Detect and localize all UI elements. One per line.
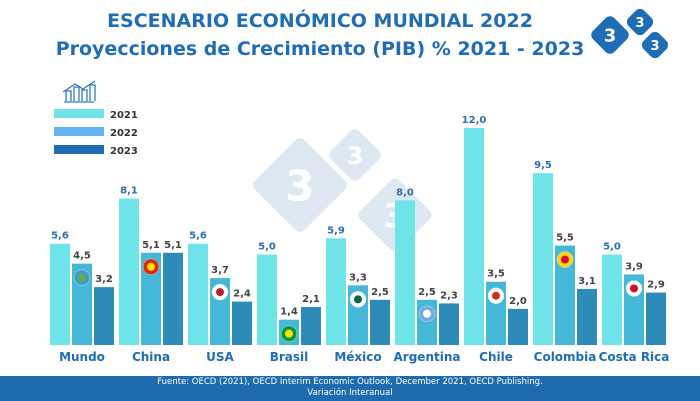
bar-Argentina-2023 (439, 303, 459, 345)
data-label: 4,5 (73, 251, 91, 262)
brazil-flag-icon-detail (285, 329, 293, 338)
china-flag-icon-detail (147, 262, 155, 271)
bar-Chile-2023 (508, 308, 528, 345)
bar-Brasil-2023 (301, 307, 321, 345)
mexico-flag-icon-detail (354, 295, 362, 304)
bar-chart: 3333332021202220235,64,53,2Mundo8,15,15,… (50, 8, 670, 364)
data-label: 2,5 (418, 287, 436, 298)
legend-label-2023: 2023 (110, 146, 138, 157)
x-tick-label: Costa Rica (599, 350, 670, 364)
bar-Colombia-2022 (555, 245, 575, 345)
x-tick-label: Chile (479, 350, 513, 364)
chile-flag-icon-detail (492, 291, 500, 300)
data-label: 12,0 (462, 115, 487, 126)
data-label: 5,5 (556, 233, 574, 244)
data-label: 5,1 (164, 240, 182, 251)
bar-Mundo-2021 (50, 243, 70, 345)
logo-diamond-digit: 3 (635, 16, 644, 31)
logo-diamond (626, 8, 654, 36)
footer-note: Variación Interanual (307, 388, 393, 398)
data-label: 5,9 (327, 225, 345, 236)
bar-Colombia-2023 (577, 288, 597, 345)
logo-diamond (591, 16, 629, 54)
data-label: 2,1 (302, 294, 320, 305)
logo-diamond (641, 31, 669, 59)
chart-growth-icon (62, 80, 96, 103)
x-tick-label: Argentina (394, 350, 461, 364)
costa-rica-flag-icon-detail (630, 284, 638, 293)
data-label: 5,0 (603, 242, 621, 253)
data-label: 3,5 (487, 269, 505, 280)
argentina-flag-icon-detail (423, 309, 431, 318)
data-label: 2,0 (509, 296, 527, 307)
globe-flag-icon-detail (78, 273, 86, 282)
data-label: 8,0 (396, 187, 414, 198)
data-label: 3,3 (349, 272, 367, 283)
x-tick-label: México (334, 350, 381, 364)
data-label: 5,6 (51, 231, 69, 242)
data-label: 5,1 (142, 240, 160, 251)
bar-Brasil-2021 (257, 254, 277, 345)
bar-China-2021 (119, 198, 139, 345)
data-label: 5,6 (189, 231, 207, 242)
watermark-diamond (252, 137, 348, 233)
data-label: 8,1 (120, 186, 138, 197)
data-label: 5,0 (258, 242, 276, 253)
watermark-diamond (329, 129, 381, 181)
data-label: 1,4 (280, 307, 298, 318)
data-label: 2,4 (233, 289, 251, 300)
bar-Colombia-2021 (533, 173, 553, 345)
bar-China-2023 (163, 252, 183, 345)
data-label: 2,9 (647, 280, 665, 291)
legend-label-2021: 2021 (110, 110, 138, 121)
data-label: 3,1 (578, 276, 596, 287)
legend-swatch-2022 (54, 127, 104, 136)
bar-Costa Rica-2023 (646, 292, 666, 345)
data-label: 9,5 (534, 160, 552, 171)
bar-Argentina-2021 (395, 200, 415, 345)
x-tick-label: Colombia (534, 350, 597, 364)
legend-label-2022: 2022 (110, 128, 138, 139)
source-text: Fuente: OECD (2021), OECD Interim Econom… (157, 377, 543, 387)
logo-diamond-digit: 3 (604, 26, 617, 47)
bar-Chile-2021 (464, 128, 484, 345)
x-tick-label: China (132, 350, 170, 364)
bar-China-2022 (141, 252, 161, 345)
x-tick-label: USA (206, 350, 234, 364)
data-label: 3,7 (211, 265, 229, 276)
legend-swatch-2021 (54, 109, 104, 118)
chart-subtitle: Proyecciones de Crecimiento (PIB) % 2021… (55, 38, 585, 60)
usa-flag-icon-detail (216, 288, 224, 297)
x-tick-label: Brasil (270, 350, 309, 364)
data-label: 3,2 (95, 274, 113, 285)
watermark-diamond-digit: 3 (347, 142, 364, 170)
data-label: 3,9 (625, 261, 643, 272)
chart-title: ESCENARIO ECONÓMICO MUNDIAL 2022 (107, 10, 533, 32)
x-tick-label: Mundo (59, 350, 105, 364)
legend-swatch-2023 (54, 145, 104, 154)
bar-México-2021 (326, 238, 346, 345)
colombia-flag-icon-detail (561, 255, 569, 264)
data-label: 2,5 (371, 287, 389, 298)
bar-Costa Rica-2021 (602, 254, 622, 345)
bar-USA-2021 (188, 243, 208, 345)
bar-México-2023 (370, 299, 390, 345)
bar-Mundo-2023 (94, 287, 114, 345)
footer: Fuente: OECD (2021), OECD Interim Econom… (0, 376, 700, 401)
data-label: 2,3 (440, 290, 458, 301)
bar-USA-2023 (232, 301, 252, 345)
watermark-diamond-digit: 3 (285, 161, 314, 210)
logo-diamond-digit: 3 (650, 39, 659, 54)
